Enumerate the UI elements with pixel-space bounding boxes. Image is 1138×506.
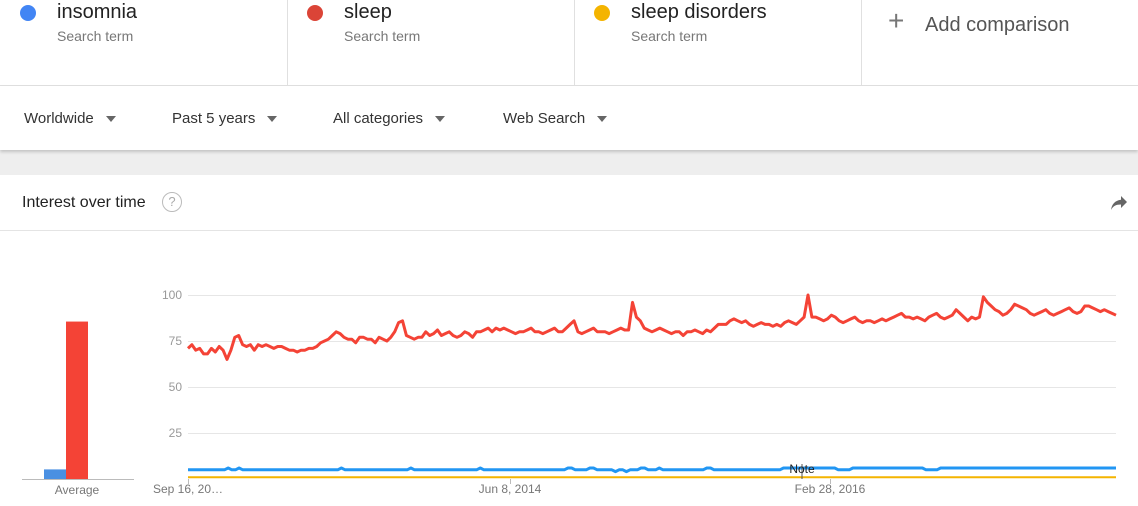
caret-down-icon <box>105 115 116 122</box>
region-dropdown-label: Worldwide <box>24 110 94 127</box>
series-line-sleep[interactable] <box>186 293 1117 361</box>
term-color-dot <box>594 5 610 21</box>
caret-down-icon <box>435 115 446 122</box>
plus-icon: + <box>888 5 905 36</box>
search-terms-bar: insomnia Search term sleep Search term s… <box>0 0 1138 86</box>
y-tick-label: 75 <box>169 334 183 348</box>
x-tick-label: Feb 28, 2016 <box>795 482 866 496</box>
caret-down-icon <box>597 115 608 122</box>
x-tick-label: Sep 16, 20… <box>153 482 223 496</box>
series-line-insomnia[interactable] <box>188 466 1116 474</box>
term-card-sleep[interactable]: sleep Search term <box>287 0 575 86</box>
time-range-dropdown[interactable]: Past 5 years <box>172 110 278 127</box>
term-type: Search term <box>57 28 134 44</box>
note-annotation[interactable]: Note <box>789 462 815 476</box>
term-card-sleep-disorders[interactable]: sleep disorders Search term <box>574 0 862 86</box>
add-comparison-label: Add comparison <box>925 14 1070 36</box>
section-divider <box>0 150 1138 175</box>
y-tick-label: 50 <box>169 380 183 394</box>
time-range-dropdown-label: Past 5 years <box>172 110 256 127</box>
line-chart: 100 75 50 25 Sep 16, 20… Jun 8, 2014 Feb 28, 2… <box>153 288 1117 496</box>
term-name: sleep disorders <box>631 1 767 23</box>
category-dropdown-label: All categories <box>333 110 424 127</box>
term-name: sleep <box>344 1 392 23</box>
help-icon[interactable]: ? <box>162 192 182 212</box>
average-bar-chart: Average <box>22 321 134 497</box>
average-label: Average <box>55 483 100 497</box>
x-tick-label: Jun 8, 2014 <box>479 482 542 496</box>
term-card-insomnia[interactable]: insomnia Search term <box>0 0 288 86</box>
term-color-dot <box>20 5 36 21</box>
term-type: Search term <box>344 28 421 44</box>
y-tick-label: 100 <box>162 288 182 302</box>
term-color-dot <box>307 5 323 21</box>
caret-down-icon <box>267 115 278 122</box>
card-title: Interest over time <box>22 194 146 211</box>
average-bar-sleep[interactable] <box>66 321 88 479</box>
add-comparison-button[interactable]: + Add comparison <box>861 0 1138 86</box>
card-header: Interest over time ? <box>0 175 1138 231</box>
term-type: Search term <box>631 28 708 44</box>
region-dropdown[interactable]: Worldwide <box>24 110 116 127</box>
filter-bar: Worldwide Past 5 years All categories We… <box>0 86 1138 150</box>
average-bar-insomnia[interactable] <box>44 469 66 479</box>
share-icon[interactable] <box>1110 195 1128 211</box>
term-name: insomnia <box>57 1 138 23</box>
category-dropdown[interactable]: All categories <box>333 110 446 127</box>
search-type-dropdown-label: Web Search <box>503 110 586 127</box>
interest-over-time-card: Interest over time ? Average 100 75 50 25 Se… <box>0 175 1138 506</box>
search-type-dropdown[interactable]: Web Search <box>503 110 608 127</box>
y-tick-label: 25 <box>169 426 183 440</box>
